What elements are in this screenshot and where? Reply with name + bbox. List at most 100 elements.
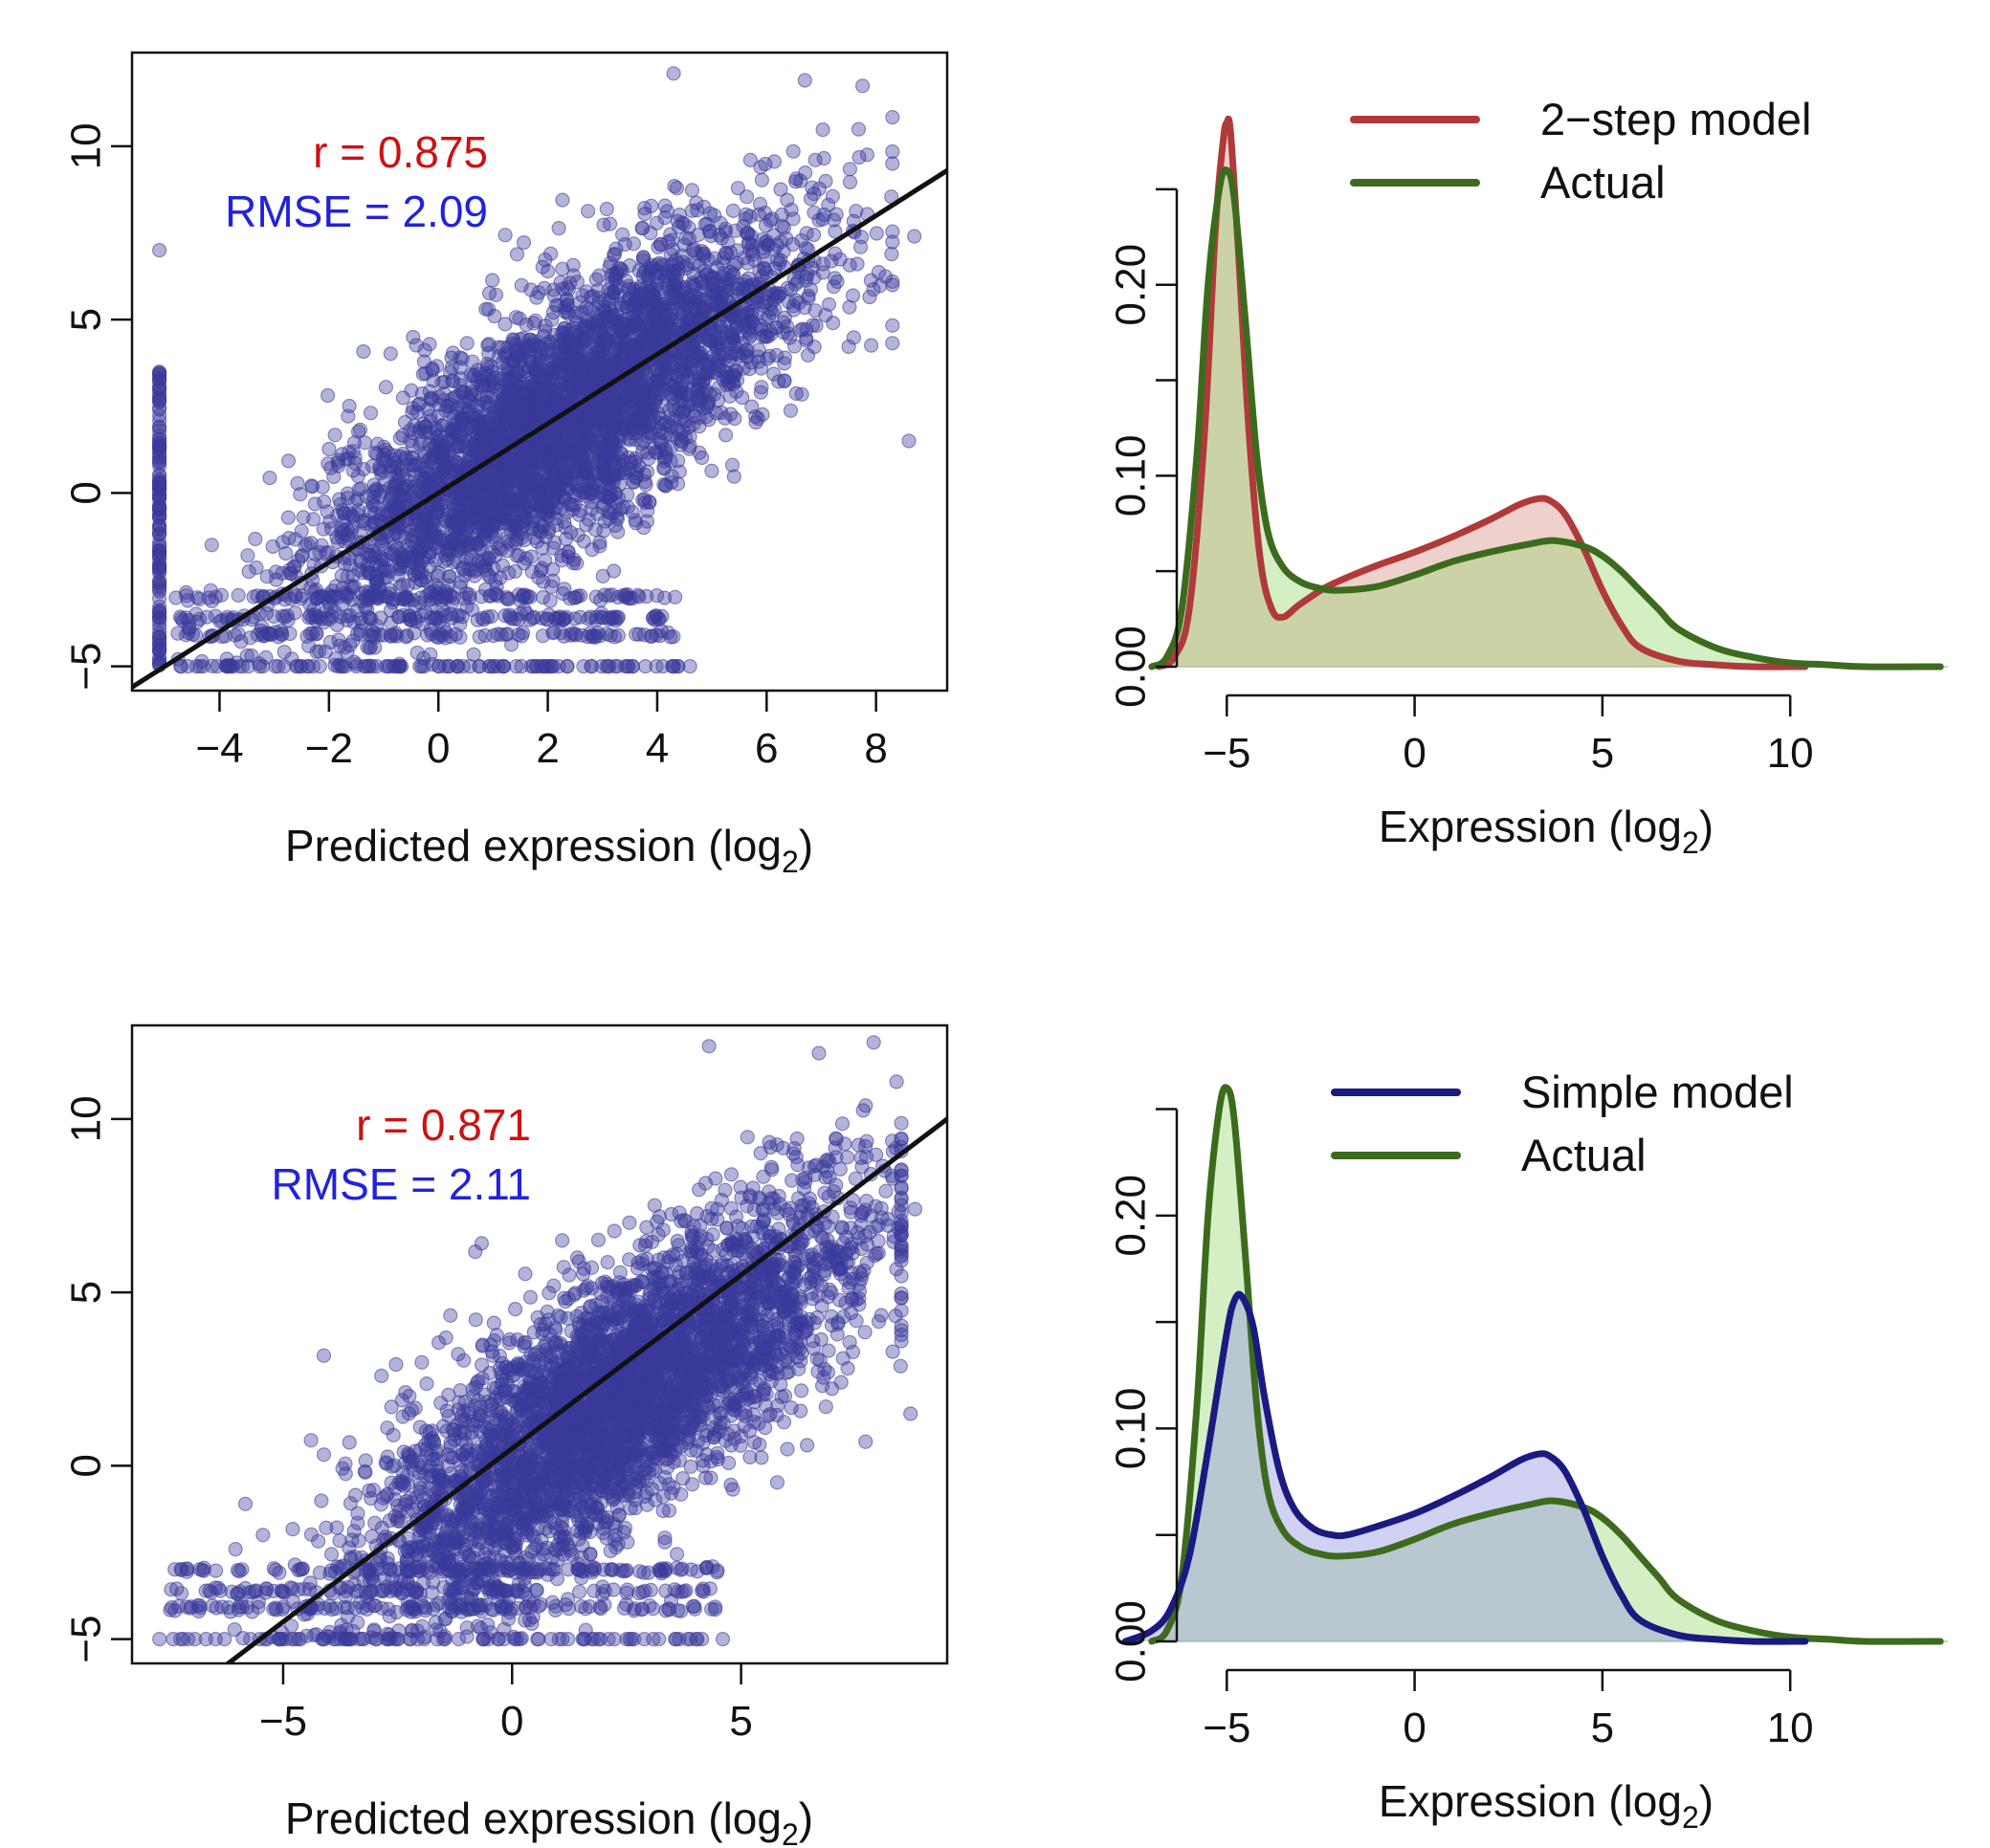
data-point [349, 626, 365, 642]
data-point [280, 510, 296, 525]
data-point [585, 629, 600, 645]
data-point [351, 562, 367, 578]
data-point [590, 316, 606, 332]
data-point [821, 197, 836, 212]
data-point [607, 246, 623, 262]
data-point [152, 420, 167, 435]
data-point [423, 647, 438, 662]
data-point [430, 568, 445, 583]
x-axis-label-close: ) [1699, 802, 1714, 851]
data-point [405, 450, 420, 466]
data-point [766, 366, 782, 382]
data-point [649, 215, 665, 231]
data-point [684, 275, 700, 291]
data-point [724, 457, 741, 473]
data-point [704, 463, 719, 478]
data-point [452, 540, 467, 556]
data-point [558, 519, 573, 535]
data-point [655, 330, 671, 345]
data-point [760, 329, 776, 344]
data-point [431, 629, 446, 646]
data-point [610, 288, 626, 303]
data-point [152, 385, 167, 401]
data-point [714, 231, 730, 246]
data-point [282, 565, 298, 582]
data-point [276, 658, 292, 674]
data-point [584, 658, 599, 674]
data-point [619, 586, 635, 603]
data-point [422, 384, 437, 399]
data-point [588, 612, 604, 627]
data-point [575, 377, 590, 392]
data-point [726, 469, 741, 484]
data-point [231, 587, 246, 604]
data-point [261, 627, 276, 643]
data-point [801, 291, 816, 306]
data-point [741, 362, 758, 377]
data-point [515, 587, 531, 604]
data-point [405, 534, 420, 549]
data-point [873, 278, 888, 294]
data-point [663, 227, 678, 242]
data-point [730, 181, 746, 196]
data-point [550, 484, 565, 500]
data-point [544, 312, 560, 327]
data-point [584, 501, 599, 517]
data-point [666, 628, 681, 645]
data-point [472, 658, 487, 674]
data-point [807, 303, 823, 319]
data-point [337, 585, 352, 602]
data-point [405, 405, 420, 420]
data-point [598, 437, 613, 452]
data-point [766, 154, 783, 169]
x-tick-label: −2 [305, 725, 353, 772]
data-point [431, 408, 446, 424]
data-point [885, 156, 900, 171]
data-point [483, 608, 499, 625]
data-point [599, 201, 614, 217]
data-point [690, 203, 705, 218]
data-point [343, 607, 358, 623]
data-point [403, 546, 418, 561]
data-point [453, 629, 468, 645]
data-point [152, 431, 167, 447]
data-point [421, 549, 436, 565]
data-point [663, 247, 678, 262]
data-point [797, 73, 812, 88]
data-point [488, 536, 504, 551]
data-point [484, 521, 499, 537]
data-point [152, 468, 167, 484]
data-point [885, 109, 900, 125]
data-point [851, 121, 867, 137]
data-point [152, 636, 167, 651]
data-point [644, 198, 659, 213]
data-point [604, 275, 619, 291]
x-tick-label: 8 [864, 725, 887, 772]
data-point [457, 504, 473, 520]
data-point [324, 608, 340, 625]
data-point [567, 627, 583, 642]
data-point [566, 422, 583, 437]
data-point [540, 611, 555, 627]
data-point [716, 285, 731, 300]
data-point [625, 658, 640, 674]
data-point [712, 347, 727, 363]
data-point [367, 506, 383, 521]
data-point [418, 365, 433, 381]
data-point [714, 323, 729, 339]
data-point [783, 403, 799, 418]
data-point [780, 280, 795, 296]
data-point [413, 573, 429, 588]
y-tick-label: 0.00 [1108, 626, 1155, 708]
data-point [713, 215, 728, 231]
data-point [312, 658, 327, 674]
data-point [563, 322, 578, 338]
data-point [366, 629, 382, 645]
data-point [248, 531, 263, 547]
data-point [785, 143, 801, 159]
data-point [748, 319, 763, 335]
data-point [519, 317, 534, 333]
data-point [473, 438, 488, 453]
data-point [691, 345, 706, 361]
data-point [859, 147, 875, 163]
